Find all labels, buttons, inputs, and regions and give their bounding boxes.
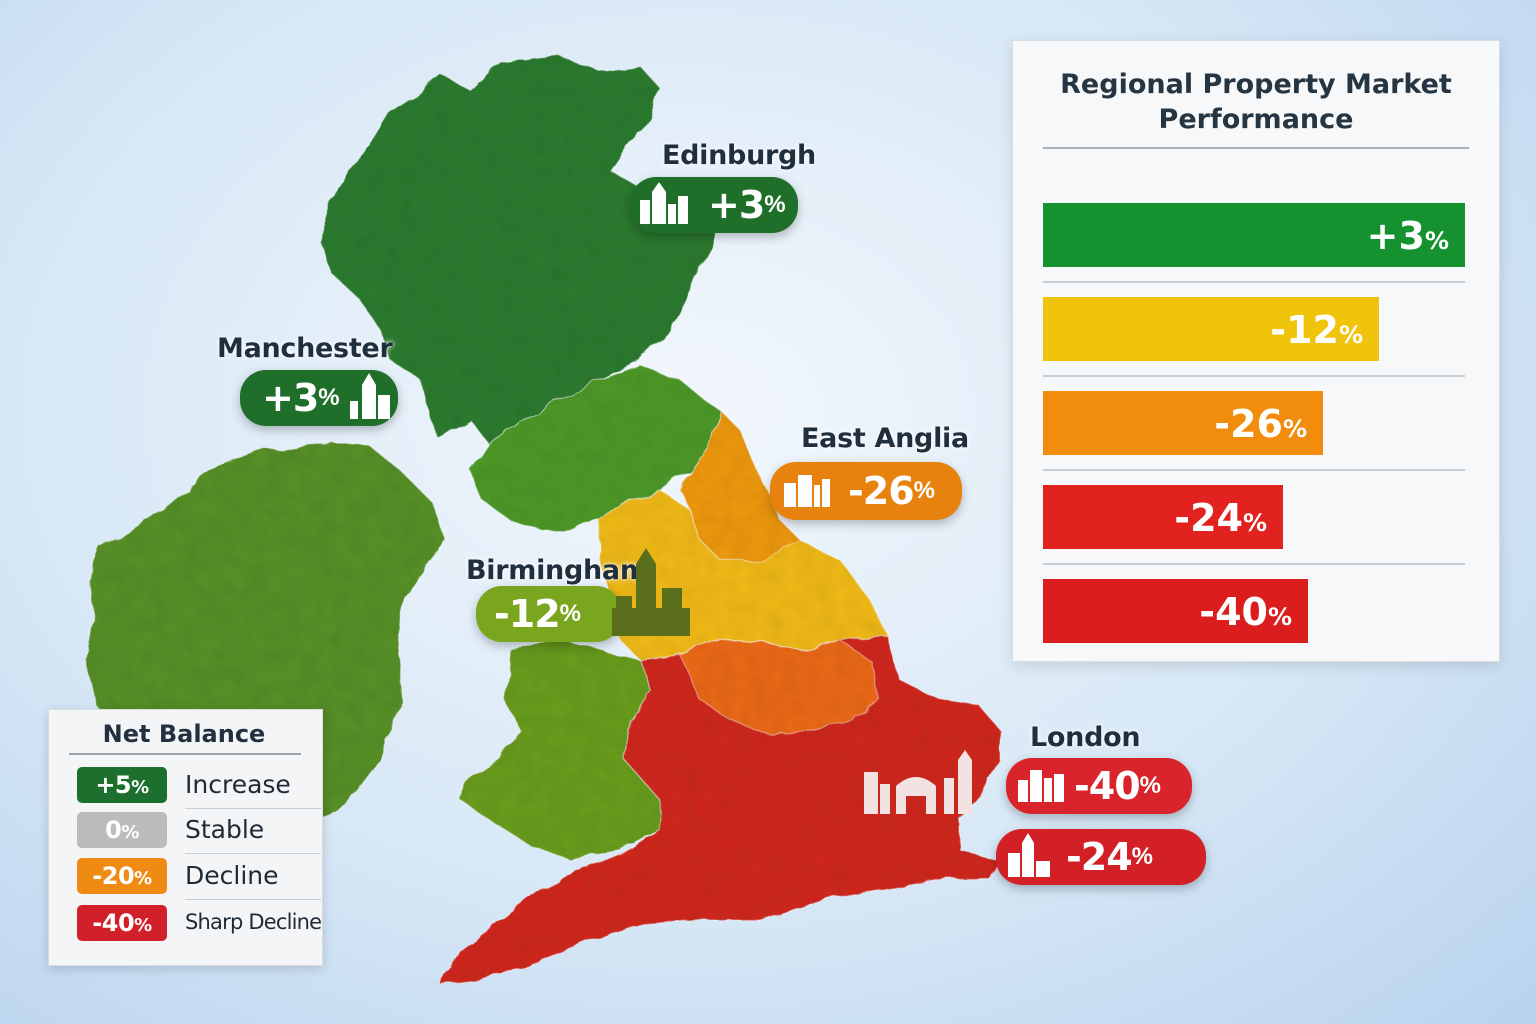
city-name-manchester: Manchester [217, 333, 393, 364]
bar-chart: +3% -12% -26% -24% -40% [1043, 203, 1465, 643]
city-name-edinburgh: Edinburgh [662, 140, 816, 171]
bar-2[interactable] [1043, 391, 1323, 455]
city-unit-edinburgh: % [764, 191, 786, 218]
city-unit-east-anglia: % [913, 477, 935, 504]
city-value-manchester: +3 [262, 376, 319, 420]
bar-0[interactable] [1043, 203, 1465, 267]
legend-separator [185, 853, 321, 854]
legend-separator [185, 808, 321, 809]
city-badge-london-south[interactable]: -24% [996, 829, 1206, 885]
bar-label-3: -24% [1174, 496, 1267, 540]
legend-title: Net Balance [102, 720, 266, 748]
bar-label-1: -12% [1270, 308, 1363, 352]
clocktower-icon [612, 548, 690, 636]
city-unit-manchester: % [318, 384, 340, 411]
city-badge-east-anglia[interactable]: -26% [770, 462, 962, 520]
city-value-london: -40 [1074, 764, 1141, 808]
bar-1[interactable] [1043, 297, 1379, 361]
city-unit-birmingham: % [559, 600, 581, 627]
legend-label-decline: Decline [185, 861, 279, 890]
city-value-london-south: -24 [1066, 835, 1133, 879]
city-value-edinburgh: +3 [708, 183, 765, 227]
bar-label-4: -40% [1199, 590, 1292, 634]
legend-label-increase: Increase [185, 770, 291, 799]
skyline-icon [1016, 766, 1066, 807]
city-badge-london[interactable]: -40% [1006, 758, 1192, 814]
chart-title-divider [1043, 147, 1469, 149]
bar-3[interactable] [1043, 485, 1283, 549]
buildings-icon [782, 471, 832, 512]
city-name-east-anglia: East Anglia [801, 423, 969, 454]
city-name-birmingham: Birmingham [466, 555, 648, 586]
city-badge-edinburgh[interactable]: +3% [630, 177, 798, 233]
chart-title-line2: Performance [1158, 104, 1354, 135]
tower-icon [348, 371, 396, 426]
legend-chip-decline: -20% [77, 858, 167, 894]
city-value-birmingham: -12 [494, 592, 561, 636]
legend-title-divider [69, 753, 301, 755]
castle-icon [636, 180, 694, 231]
legend-panel: Net Balance +5% Increase 0% Stable -20% … [48, 709, 323, 966]
city-name-london: London [1030, 722, 1141, 753]
legend-label-sharp-decline: Sharp Decline [185, 910, 322, 934]
legend-chip-stable: 0% [77, 812, 167, 848]
church-icon [1006, 832, 1052, 882]
legend-label-stable: Stable [185, 815, 265, 844]
chart-title-line1: Regional Property Market [1060, 69, 1452, 100]
chart-title: Regional Property Market Performance [1013, 67, 1499, 137]
chart-panel: Regional Property Market Performance +3%… [1012, 40, 1500, 662]
bar-4[interactable] [1043, 579, 1308, 643]
legend-separator [185, 899, 321, 900]
region-east-midlands[interactable] [678, 639, 881, 736]
london-landmarks-icon [864, 750, 972, 814]
bar-label-0: +3% [1367, 214, 1449, 258]
legend-chip-increase: +5% [77, 767, 167, 803]
city-badge-birmingham[interactable]: -12% [476, 586, 622, 642]
legend-chip-sharp-decline: -40% [77, 905, 167, 941]
city-unit-london: % [1139, 772, 1161, 799]
city-value-east-anglia: -26 [848, 469, 915, 513]
city-badge-manchester[interactable]: +3% [240, 370, 398, 426]
region-south-england[interactable] [438, 635, 1002, 986]
bar-label-2: -26% [1214, 402, 1307, 446]
city-unit-london-south: % [1131, 843, 1153, 870]
